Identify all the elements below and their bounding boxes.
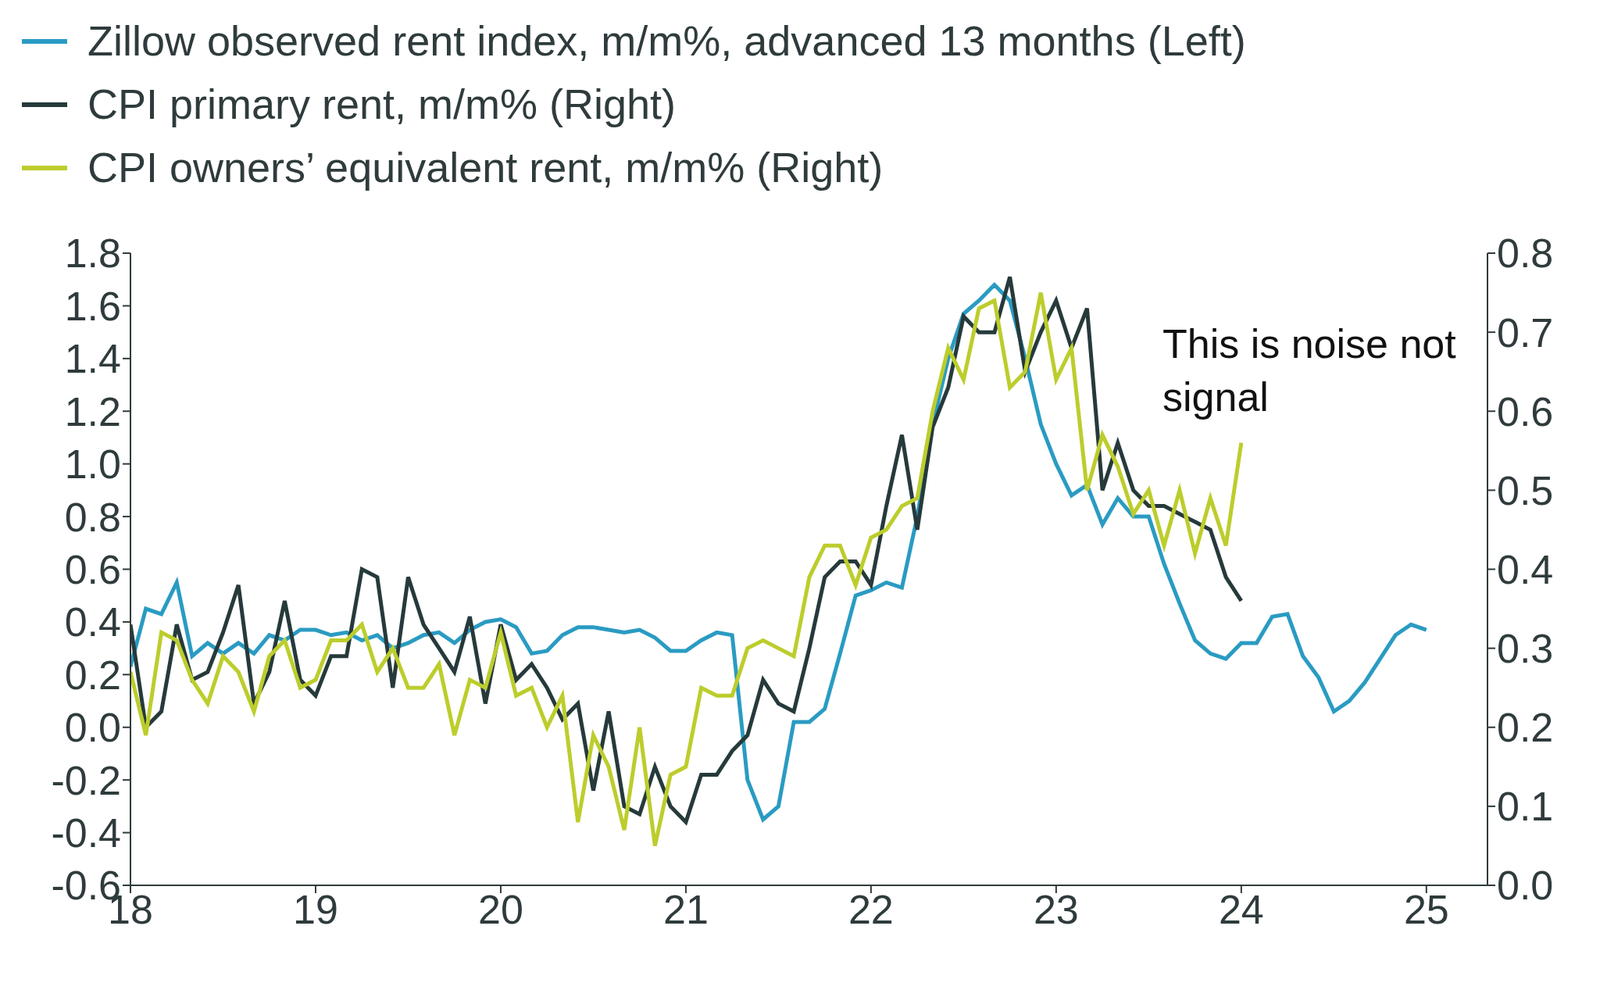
svg-text:0.1: 0.1 [1496, 783, 1554, 829]
svg-text:0.7: 0.7 [1496, 310, 1554, 356]
svg-text:25: 25 [1403, 886, 1450, 933]
svg-text:19: 19 [292, 886, 339, 933]
svg-text:-0.4: -0.4 [50, 810, 122, 856]
svg-text:0.0: 0.0 [64, 704, 122, 750]
svg-text:-0.6: -0.6 [50, 862, 122, 908]
svg-text:0.2: 0.2 [1496, 704, 1554, 750]
svg-text:24: 24 [1218, 886, 1265, 933]
svg-text:21: 21 [663, 886, 709, 933]
svg-text:0.2: 0.2 [64, 652, 122, 698]
svg-text:0.8: 0.8 [1496, 230, 1554, 276]
svg-text:0.3: 0.3 [1496, 625, 1554, 672]
html-text:Zillow observed rent index, m/: Zillow observed rent index, m/m%, advanc… [87, 17, 1246, 65]
html-text:CPI primary rent, m/m% (Right): CPI primary rent, m/m% (Right) [87, 80, 676, 128]
svg-text:1.0: 1.0 [64, 441, 122, 487]
svg-text:0.6: 0.6 [1496, 389, 1554, 435]
svg-text:22: 22 [848, 886, 894, 933]
svg-text:1.6: 1.6 [64, 283, 122, 329]
svg-text:1.4: 1.4 [64, 335, 122, 382]
svg-text:0.0: 0.0 [1496, 862, 1554, 908]
svg-text:23: 23 [1033, 886, 1079, 933]
svg-text:18: 18 [107, 886, 154, 932]
svg-text:0.4: 0.4 [64, 599, 122, 645]
svg-text:20: 20 [478, 886, 524, 933]
html-text:This is noise not signal: This is noise not signal [1162, 321, 1457, 420]
svg-text:1.8: 1.8 [64, 230, 122, 276]
svg-text:0.4: 0.4 [1496, 546, 1554, 593]
svg-text:0.8: 0.8 [64, 494, 122, 540]
svg-text:0.6: 0.6 [64, 546, 122, 593]
svg-text:0.5: 0.5 [1496, 467, 1554, 514]
svg-text:1.2: 1.2 [64, 389, 122, 435]
html-text:CPI owners’ equivalent rent, m: CPI owners’ equivalent rent, m/m% (Right… [87, 143, 884, 191]
svg-text:-0.2: -0.2 [50, 757, 122, 804]
